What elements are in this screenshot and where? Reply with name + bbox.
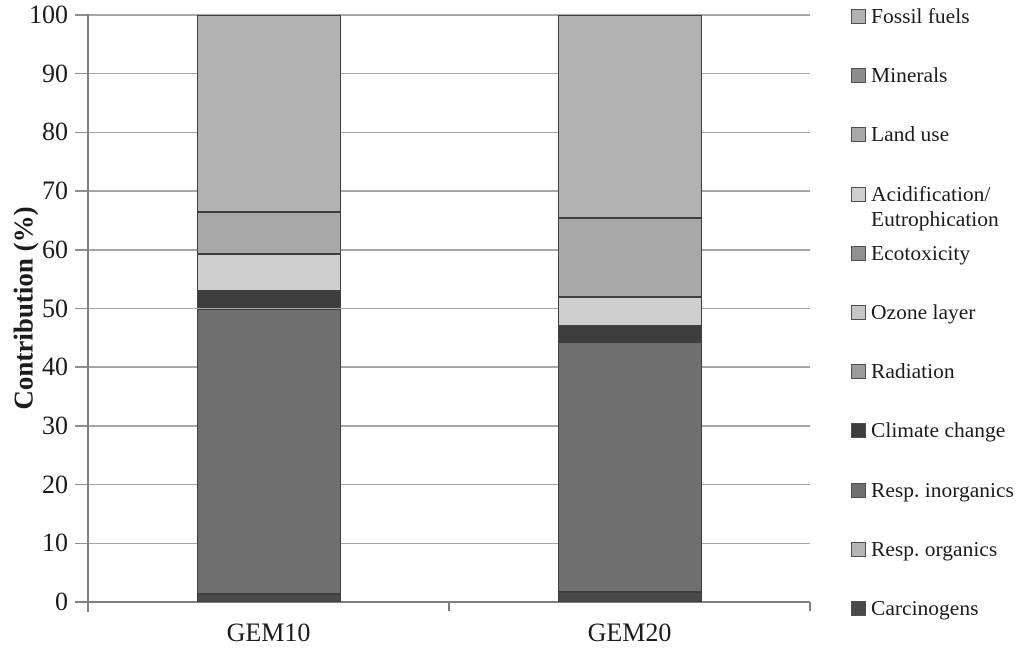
y-axis-tick-label: 0	[55, 587, 68, 616]
legend-item-ozone-layer: Ozone layer	[851, 300, 975, 325]
bar-segment-resp-inorganics-gem20	[557, 341, 702, 592]
gridline	[88, 72, 810, 75]
legend: Fossil fuels Minerals Land use Acidificatio…	[851, 0, 1023, 655]
x-axis-category-label-gem20: GEM20	[587, 618, 672, 647]
y-axis-tick-label: 10	[42, 528, 68, 558]
legend-swatch-icon	[851, 541, 866, 557]
y-axis-tick	[75, 190, 88, 192]
bar-segment-land-use-gem20	[557, 218, 702, 297]
bar-segment-fossil-fuels-gem10	[196, 15, 341, 212]
legend-swatch-icon	[851, 127, 866, 143]
y-axis-tick	[75, 72, 88, 75]
legend-label: Land use	[871, 122, 950, 147]
legend-label: Ozone layer	[871, 300, 976, 324]
legend-item-radiation: Radiation	[851, 359, 955, 384]
legend-swatch-icon	[851, 305, 866, 320]
legend-swatch-icon	[851, 482, 866, 498]
gridline	[88, 190, 810, 192]
legend-item-ecotoxicity: Ecotoxicity	[851, 241, 970, 266]
x-axis-tick	[809, 602, 811, 611]
bar-segment-resp-inorganics-gem10	[196, 308, 341, 595]
legend-swatch-icon	[851, 68, 866, 84]
gridline	[88, 131, 810, 134]
y-axis-tick	[75, 425, 88, 427]
y-axis-tick-label: 40	[42, 352, 68, 382]
gridline	[88, 425, 810, 427]
legend-item-acidification-eutrophication: Acidification/Eutrophication	[851, 182, 999, 232]
y-axis-tick-label: 50	[42, 293, 68, 323]
legend-swatch-icon	[851, 364, 866, 380]
legend-swatch-icon	[851, 423, 866, 439]
legend-label: Radiation	[871, 359, 955, 384]
y-axis-tick	[75, 14, 88, 16]
y-axis-tick	[75, 483, 88, 486]
legend-swatch-icon	[851, 186, 866, 202]
legend-swatch-icon	[851, 245, 866, 261]
gridline	[88, 307, 810, 310]
y-axis-tick	[75, 307, 88, 310]
y-axis-tick-label: 90	[42, 58, 68, 88]
x-axis-tick	[87, 602, 89, 611]
legend-swatch-icon	[851, 9, 866, 24]
x-axis-category-label-gem10: GEM10	[226, 618, 311, 647]
legend-label: Carcinogens	[871, 596, 979, 620]
legend-swatch-icon	[851, 601, 866, 616]
y-axis-tick-label: 30	[42, 410, 68, 440]
legend-item-carcinogens: Carcinogens	[851, 596, 978, 621]
y-axis-tick	[75, 366, 88, 368]
gridline	[88, 483, 810, 486]
bar-segment-acidification-eutrophication-gem10	[196, 254, 341, 291]
y-axis-tick-label: 60	[42, 234, 68, 264]
legend-item-land-use: Land use	[851, 122, 949, 147]
gridline	[88, 249, 810, 251]
legend-item-resp-inorganics: Resp. inorganics	[851, 478, 1014, 503]
legend-label: Climate change	[871, 418, 1006, 443]
gridline	[88, 14, 810, 16]
bar-segment-climate-change-gem20	[557, 326, 702, 342]
bar-segment-carcinogens-gem20	[557, 592, 702, 602]
x-axis-tick	[448, 602, 450, 611]
y-axis-tick	[75, 131, 88, 134]
bar-segment-fossil-fuels-gem20	[557, 15, 702, 219]
legend-item-climate-change: Climate change	[851, 418, 1005, 443]
bar-segment-acidification-eutrophication-gem20	[557, 296, 702, 327]
bar-segment-land-use-gem10	[196, 211, 341, 255]
legend-item-fossil-fuels: Fossil fuels	[851, 4, 970, 29]
legend-item-minerals: Minerals	[851, 63, 947, 88]
y-axis-tick-label: 80	[42, 117, 68, 147]
legend-label: Resp. organics	[871, 536, 998, 561]
y-axis-line	[87, 14, 89, 612]
legend-label: Fossil fuels	[871, 4, 970, 28]
legend-item-resp-organics: Resp. organics	[851, 537, 997, 562]
bar-segment-climate-change-gem10	[196, 290, 341, 309]
legend-label: Minerals	[871, 63, 948, 88]
gridline	[88, 366, 810, 368]
x-axis-line	[75, 601, 810, 603]
legend-label: Resp. inorganics	[871, 477, 1014, 502]
y-axis-tick-label: 70	[42, 176, 68, 206]
y-axis-tick-label: 100	[29, 0, 68, 29]
y-axis-tick	[75, 249, 88, 251]
y-axis-tick-label: 20	[42, 469, 68, 499]
legend-label: Ecotoxicity	[871, 240, 971, 265]
gridline	[88, 542, 810, 545]
legend-label: Acidification/Eutrophication	[871, 181, 999, 231]
bar-segment-carcinogens-gem10	[196, 594, 341, 602]
y-axis-tick	[75, 542, 88, 545]
